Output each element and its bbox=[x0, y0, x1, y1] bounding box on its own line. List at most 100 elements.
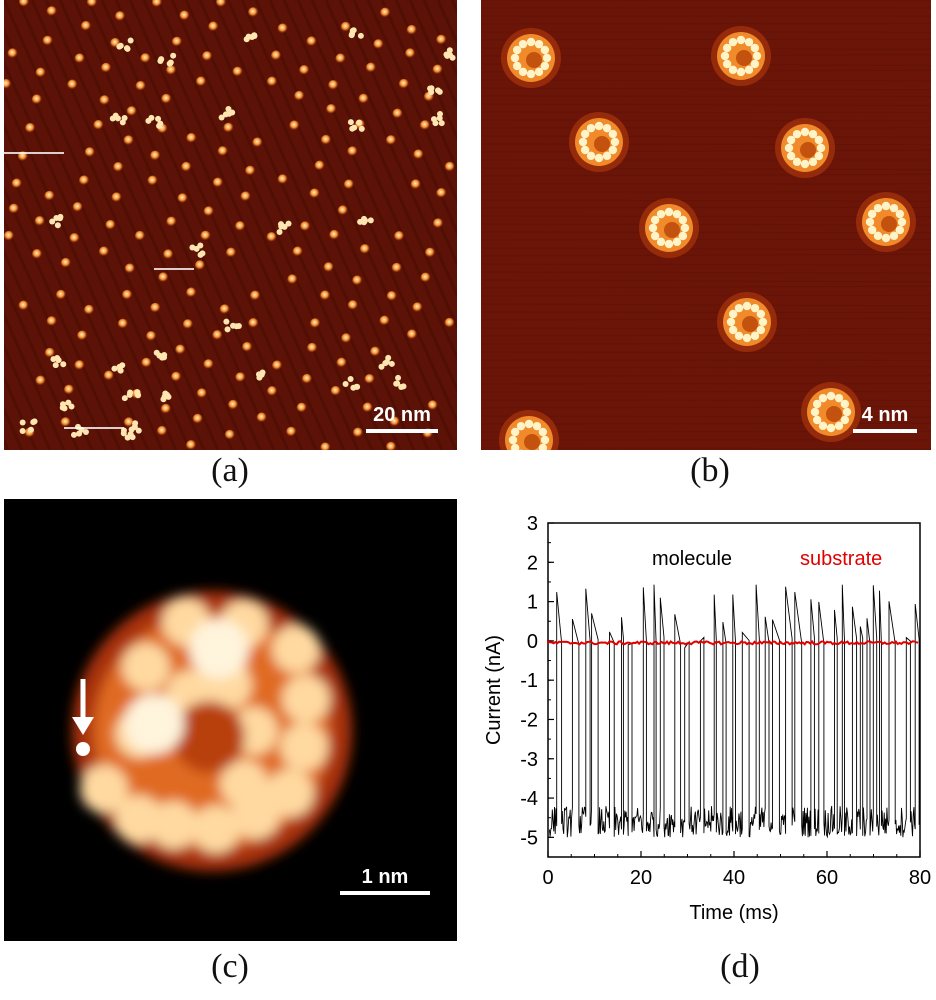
molecule-dot bbox=[320, 442, 331, 450]
ring-lobe bbox=[756, 325, 766, 335]
molecule-dot bbox=[341, 333, 352, 344]
stm-a-striation bbox=[86, 0, 290, 450]
cluster-dot bbox=[218, 114, 225, 121]
ring-molecule bbox=[501, 28, 561, 88]
ring-lobe bbox=[750, 59, 760, 69]
scale-bar-b-line bbox=[853, 429, 917, 433]
cluster-dot bbox=[135, 427, 142, 434]
ring-lobe bbox=[867, 225, 877, 235]
ring-lobe bbox=[826, 391, 836, 401]
molecule-dot bbox=[84, 147, 96, 158]
cluster-dot bbox=[145, 117, 152, 124]
ring-lobe bbox=[586, 123, 596, 133]
ring-lobe bbox=[895, 209, 905, 219]
molecule-dot bbox=[8, 203, 20, 214]
molecule-dot bbox=[296, 402, 307, 413]
molecule-dot bbox=[78, 175, 90, 186]
stm-b-scanline bbox=[481, 294, 931, 297]
ring-lobe bbox=[792, 129, 802, 139]
molecule-dot bbox=[406, 329, 418, 340]
scale-bar-a-label: 20 nm bbox=[373, 404, 431, 426]
molecule-dot bbox=[294, 90, 305, 102]
ring-lobe bbox=[538, 427, 548, 437]
ring-lobe bbox=[840, 415, 850, 425]
stm-a-striation bbox=[58, 0, 262, 450]
ring-lobe bbox=[808, 129, 818, 139]
stm-b-scanline bbox=[481, 311, 931, 314]
cluster-dot bbox=[53, 215, 60, 222]
molecule-dot bbox=[114, 11, 126, 22]
stm-b-scanline bbox=[481, 247, 931, 251]
stm-b-scanline bbox=[481, 79, 931, 82]
molecule-dot bbox=[347, 146, 358, 157]
ring-lobe bbox=[534, 67, 544, 77]
molecule-dot bbox=[343, 179, 355, 190]
molecule-dot bbox=[240, 191, 251, 202]
ring-lobe bbox=[812, 415, 822, 425]
molecule-lobe bbox=[122, 643, 170, 691]
cluster-dot bbox=[27, 426, 34, 433]
stm-a-striation bbox=[4, 27, 192, 450]
cluster-dot bbox=[351, 124, 358, 131]
ring-lobe bbox=[656, 209, 666, 219]
cluster-dot bbox=[19, 427, 26, 434]
ring-lobe bbox=[889, 231, 899, 241]
ring-lobe bbox=[873, 231, 883, 241]
ring-lobe bbox=[610, 137, 620, 147]
ring-center bbox=[742, 316, 758, 332]
molecule-dot bbox=[31, 248, 43, 260]
molecule-dot bbox=[309, 188, 320, 199]
ring-lobe bbox=[586, 151, 596, 161]
stm-b-scanline bbox=[481, 119, 931, 122]
ring-lobe bbox=[540, 45, 550, 55]
ring-lobe bbox=[508, 435, 518, 445]
cluster-dot bbox=[230, 322, 237, 329]
stm-b-scanline bbox=[481, 327, 931, 330]
molecule-dot bbox=[389, 416, 400, 427]
ring-lobe bbox=[722, 59, 732, 69]
cluster-dot bbox=[123, 45, 130, 52]
x-tick-label: 40 bbox=[723, 867, 745, 889]
molecule-dot bbox=[436, 34, 447, 46]
molecule-dot bbox=[336, 357, 347, 368]
cluster-dot bbox=[443, 51, 450, 58]
ring-molecule bbox=[801, 382, 861, 442]
molecule-lobe bbox=[266, 769, 314, 817]
ring-lobe bbox=[750, 303, 760, 313]
ring-lobe bbox=[810, 407, 820, 417]
ring-lobe bbox=[818, 393, 828, 403]
molecule-dot bbox=[34, 215, 46, 227]
molecule-dot bbox=[347, 300, 359, 311]
molecule-dot bbox=[77, 330, 88, 341]
stm-b-scanline bbox=[481, 271, 931, 274]
molecule-dot bbox=[436, 187, 447, 199]
stm-a-striation bbox=[4, 311, 66, 450]
cluster-dot bbox=[395, 374, 402, 381]
ring-lobe bbox=[758, 317, 768, 327]
molecule-dot bbox=[266, 231, 277, 243]
ring-lobe bbox=[881, 233, 891, 243]
ring-lobe bbox=[895, 225, 905, 235]
molecule-dot bbox=[359, 243, 371, 255]
ring-lobe bbox=[834, 421, 844, 431]
molecule-dot bbox=[140, 53, 151, 64]
cluster-dot bbox=[223, 318, 230, 325]
ring-lobe bbox=[648, 223, 658, 233]
stm-b-scanline bbox=[481, 263, 931, 266]
ring-lobe bbox=[812, 399, 822, 409]
molecule-dot bbox=[212, 177, 224, 188]
molecule-dot bbox=[217, 146, 229, 157]
stm-a-striation bbox=[44, 0, 248, 450]
molecule-dot bbox=[212, 330, 223, 341]
y-tick-label: 2 bbox=[527, 552, 538, 574]
molecule-dot bbox=[420, 272, 431, 283]
molecule-dot bbox=[235, 221, 246, 232]
molecule-dot bbox=[150, 150, 161, 161]
cluster-dot bbox=[134, 389, 141, 396]
panel-label-b: (b) bbox=[690, 452, 730, 489]
scan-streak bbox=[4, 152, 64, 154]
molecule-dot bbox=[320, 134, 332, 146]
cluster-dot bbox=[347, 119, 354, 126]
x-axis-label: Time (ms) bbox=[689, 902, 778, 924]
